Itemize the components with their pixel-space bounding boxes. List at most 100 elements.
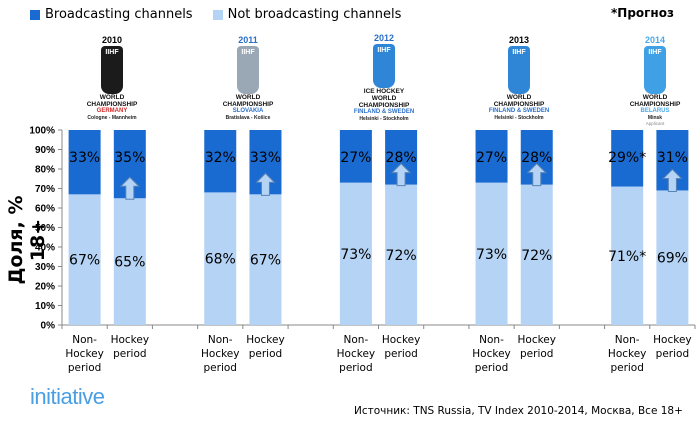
bar-segment-not-broadcasting [204,192,237,325]
up-arrow-icon [390,162,412,187]
logo-title-line: WORLD [642,94,668,101]
bar-segment-broadcasting [475,130,508,183]
logo-note: Applicant [645,121,665,126]
x-category-label: Hockey [111,334,149,346]
data-label-broadcasting: 33% [250,150,281,166]
up-arrow-icon [662,168,683,192]
data-label-broadcasting: 29%* [608,150,646,166]
data-label-not-broadcasting: 73% [340,247,371,263]
logo-country: FINLAND & SWEDEN [488,108,550,114]
data-label-not-broadcasting: 71%* [608,249,646,265]
bar-segment-broadcasting [204,130,237,193]
x-category-label: period [475,362,508,374]
x-category-label: Hockey [653,334,691,346]
initiative-logo: initiative [30,384,105,409]
bar-segment-not-broadcasting [113,198,146,325]
data-label-not-broadcasting: 72% [521,248,552,264]
data-label-not-broadcasting: 73% [476,247,507,263]
x-category-label: Hockey [201,348,239,360]
y-tick-label: 20% [35,282,55,293]
up-arrow-icon [526,162,547,187]
logo-title-line: CHAMPIONSHIP [86,101,138,108]
logo-title-line: WORLD [506,94,532,101]
bar-segment-broadcasting [611,130,644,187]
data-label-broadcasting: 31% [657,150,688,166]
bar-segment-not-broadcasting [249,194,282,325]
x-category-label: period [249,348,282,360]
bar-segment-not-broadcasting [520,184,553,325]
championship-logo-2011: 2011 IIHF WORLD CHAMPIONSHIP SLOVAKIA Bratisl… [208,35,288,121]
data-label-not-broadcasting: 72% [386,248,417,264]
x-category-label: Hockey [382,334,420,346]
bar-segment-not-broadcasting [339,182,372,325]
iihf-shield-icon: IIHF [237,46,259,94]
legend-item-not-broadcasting: Not broadcasting channels [212,7,402,22]
bar-segment-not-broadcasting [475,182,508,325]
y-tick-label: 80% [35,165,55,176]
data-label-not-broadcasting: 69% [657,251,688,267]
y-tick-label: 50% [35,223,55,234]
x-category-label: Hockey [518,334,556,346]
chart-legend: Broadcasting channels Not broadcasting c… [30,7,401,22]
up-arrow-icon [119,176,141,200]
championship-logo-2012: 2012 IIHF ICE HOCKEY WORLD CHAMPIONSHIP FINLA… [344,33,424,122]
bar-segment-not-broadcasting [656,190,689,325]
data-label-broadcasting: 28% [521,150,552,166]
y-tick-label: 60% [35,204,55,215]
y-tick-label: 30% [35,262,55,273]
bar-segment-broadcasting [68,130,101,195]
data-label-not-broadcasting: 67% [69,253,100,269]
y-tick-label: 40% [35,243,55,254]
data-label-not-broadcasting: 67% [250,253,281,269]
bar-segment-not-broadcasting [611,186,644,325]
data-label-broadcasting: 27% [476,150,507,166]
championship-logo-2013: 2013 IIHF WORLD CHAMPIONSHIP FINLAND & SWEDE… [479,35,559,121]
logo-year: 2012 [373,33,395,43]
logo-title-line: CHAMPIONSHIP [629,101,681,108]
x-category-label: Hockey [65,348,103,360]
x-category-label: Hockey [337,348,375,360]
legend-label-broadcasting: Broadcasting channels [45,7,193,22]
logo-city: Cologne - Mannheim [87,115,137,121]
data-label-broadcasting: 32% [205,150,236,166]
data-label-broadcasting: 28% [386,150,417,166]
source-note: Источник: TNS Russia, TV Index 2010-2014… [354,405,683,417]
y-tick-label: 100% [29,126,55,137]
logo-country: GERMANY [96,108,128,114]
logo-country: FINLAND & SWEDEN [353,109,415,115]
x-category-label: Hockey [608,348,646,360]
x-category-label: Hockey [472,348,510,360]
championship-logo-2010: 2010 IIHF WORLD CHAMPIONSHIP GERMANY Cologne … [72,35,152,121]
logo-title-line: WORLD [99,94,125,101]
x-category-label: period [68,362,101,374]
logo-country: BELARUS [640,108,670,114]
iihf-shield-icon: IIHF [644,46,666,94]
x-category-label: period [520,348,553,360]
x-category-label: period [204,362,237,374]
y-tick-label: 10% [35,301,55,312]
x-category-label: period [113,348,146,360]
logo-title-line: CHAMPIONSHIP [358,102,410,109]
logo-year: 2011 [238,35,258,45]
logo-year: 2014 [644,35,666,45]
logo-year: 2013 [508,35,530,45]
legend-swatch-broadcasting [30,9,40,20]
logo-title-line: CHAMPIONSHIP [493,101,545,108]
forecast-note: *Прогноз [611,6,674,20]
x-category-label: period [656,348,689,360]
logo-city: Minsk [647,115,663,121]
bar-segment-not-broadcasting [68,194,101,325]
x-category-label: period [339,362,372,374]
logo-title-line: WORLD [235,94,261,101]
legend-swatch-not-broadcasting [212,9,223,20]
logo-year: 2010 [101,35,123,45]
x-category-label: period [384,348,417,360]
logo-city: Bratislava - Košice [225,115,271,121]
logo-city: Helsinki - Stockholm [494,115,544,121]
championship-logo-2014: 2014 IIHF WORLD CHAMPIONSHIP BELARUS Minsk App… [615,35,695,126]
x-category-label: Non- [72,334,97,346]
y-tick-label: 0% [41,321,56,332]
bar-segment-broadcasting [339,130,372,183]
legend-label-not-broadcasting: Not broadcasting channels [227,7,402,22]
